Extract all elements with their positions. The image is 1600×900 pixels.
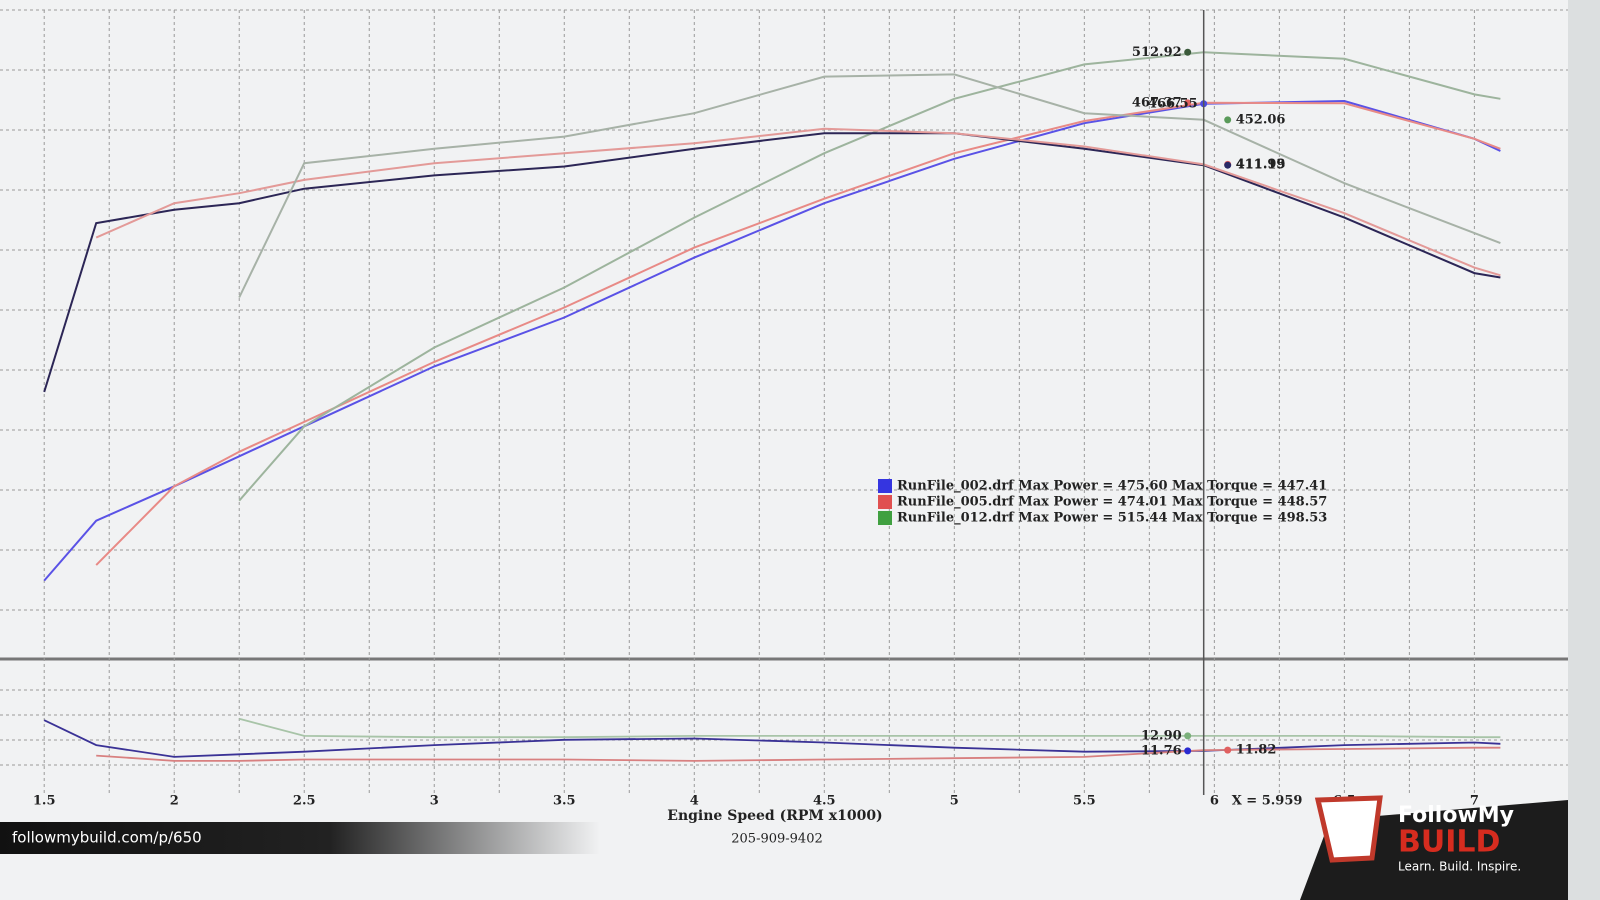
legend-swatch (878, 495, 892, 509)
series-line (95, 101, 1501, 566)
x-tick-label: 4.5 (813, 794, 836, 809)
series-line (43, 99, 1501, 582)
legend-label: RunFile_002.drf Max Power = 475.60 Max T… (897, 479, 1327, 494)
screen-edge (1568, 0, 1600, 900)
x-tick-label: 5 (950, 794, 959, 809)
x-tick-label: 2 (170, 794, 179, 809)
series-line (43, 132, 1501, 393)
x-tick-label: 1.5 (33, 794, 56, 809)
annotation-dot (1184, 99, 1192, 107)
series-line (238, 51, 1501, 502)
annotation-label: 467.37 (1132, 95, 1182, 110)
x-tick-label: 7 (1470, 794, 1479, 809)
legend-swatch (878, 479, 892, 493)
brand-top: FollowMy (1398, 803, 1514, 828)
x-tick-label: 2.5 (293, 794, 316, 809)
footer: 205-909-9402 (731, 832, 823, 847)
series-line (96, 746, 1501, 762)
annotation-dot (1224, 746, 1232, 754)
logo-icon (1314, 795, 1383, 863)
annotation-dot (1184, 48, 1192, 56)
watermark-url: followmybuild.com/p/650 (12, 829, 202, 847)
annotation-label: 452.06 (1236, 112, 1286, 127)
brand-tagline: Learn. Build. Inspire. (1398, 860, 1521, 874)
legend-swatch (878, 511, 892, 525)
brand-bottom: BUILD (1398, 825, 1500, 860)
series-line (238, 717, 1501, 739)
legend-label: RunFile_005.drf Max Power = 474.01 Max T… (897, 495, 1327, 510)
annotation-dot (1224, 116, 1232, 124)
annotation-label: 466.55 (1148, 96, 1198, 111)
annotation-label: 512.92 (1132, 45, 1182, 60)
annotation-label: 11.82 (1236, 743, 1277, 758)
x-tick-label: 6 (1210, 794, 1219, 809)
series-line (238, 73, 1501, 298)
annotation-dot (1184, 732, 1192, 740)
annotation-label: 11.76 (1141, 743, 1182, 758)
annotation-label: 12.90 (1141, 728, 1182, 743)
legend-label: RunFile_012.drf Max Power = 515.44 Max T… (897, 511, 1327, 526)
annotation-dot (1224, 161, 1232, 169)
x-axis-label: Engine Speed (RPM x1000) (667, 808, 882, 824)
annotation-dot (1184, 747, 1192, 755)
x-tick-label: 3 (430, 794, 439, 809)
cursor-label: X = 5.959 (1232, 794, 1303, 809)
watermark-bar (0, 822, 600, 854)
x-tick-label: 4 (690, 794, 699, 809)
x-tick-label: 3.5 (553, 794, 576, 809)
series-line (95, 127, 1501, 277)
annotation-label: 411.93 (1236, 157, 1286, 172)
x-tick-label: 5.5 (1073, 794, 1096, 809)
series-line (43, 719, 1501, 758)
annotation-label: 411.19 (1236, 158, 1286, 173)
